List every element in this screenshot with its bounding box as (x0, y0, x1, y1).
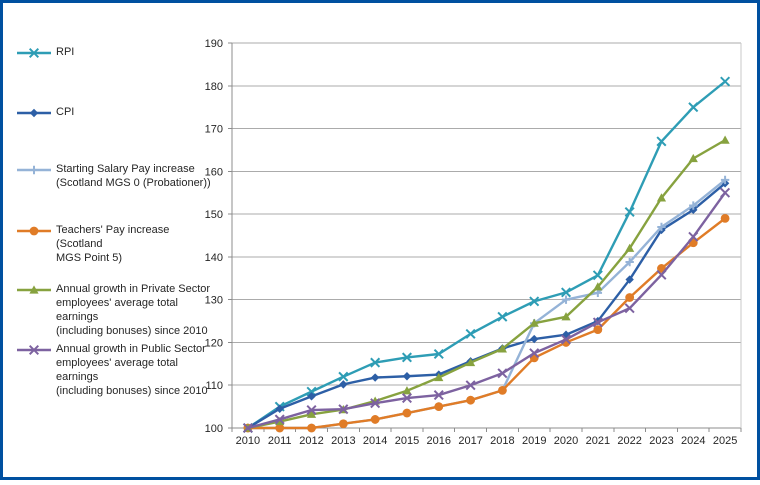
x-axis-tick-label: 2017 (458, 435, 482, 447)
starting-salary-marker-icon (17, 165, 51, 175)
x-axis-tick-label: 2014 (363, 435, 387, 447)
public-sector-marker-icon (17, 344, 51, 356)
x-axis-tick-label: 2010 (236, 435, 260, 447)
gridlines: 100 110 120 130 140 150 160 170 180 190 (205, 38, 742, 435)
legend-label: Starting Salary Pay increase (Scotland M… (56, 163, 211, 189)
x-axis-tick-label: 2016 (427, 435, 451, 447)
x-axis-tick-label: 2022 (617, 435, 641, 447)
legend-item-cpi: CPI (16, 105, 74, 120)
y-axis-tick-label: 150 (205, 209, 223, 221)
y-axis-tick-label: 130 (205, 295, 223, 307)
x-axis-tick-label: 2025 (713, 435, 737, 447)
x-axis: 2010 2011 2012 2013 2014 2015 2016 2017 2018 2019… (231, 428, 742, 447)
legend-item-rpi: RPI (16, 45, 74, 60)
cpi-marker-icon (17, 108, 51, 118)
y-axis-tick-label: 160 (205, 166, 223, 178)
x-axis-tick-label: 2021 (586, 435, 610, 447)
legend-label: Annual growth in Private Sector employee… (56, 283, 211, 337)
series-teachers-pay (243, 213, 730, 433)
y-axis-tick-label: 140 (205, 252, 223, 264)
series-private-sector (243, 135, 730, 432)
teachers-pay-marker-icon (17, 226, 51, 236)
legend-item-starting-salary: Starting Salary Pay increase (Scotland M… (16, 162, 211, 190)
x-axis-tick-label: 2018 (490, 435, 514, 447)
series-public-sector (242, 187, 731, 434)
legend-label: RPI (56, 46, 75, 58)
y-axis-tick-label: 180 (205, 81, 223, 93)
legend-label: CPI (56, 106, 75, 118)
chart-legend: RPI CPI Starting Salary Pay increase (Scot… (16, 0, 216, 480)
y-axis-tick-label: 170 (205, 124, 223, 136)
legend-label: Annual growth in Public Sector employees… (56, 343, 208, 397)
y-axis-tick-label: 190 (205, 38, 223, 50)
legend-item-private-sector: Annual growth in Private Sector employee… (16, 282, 216, 338)
x-axis-tick-label: 2023 (649, 435, 673, 447)
series-rpi (242, 76, 731, 434)
y-axis-tick-label: 100 (205, 423, 223, 435)
private-sector-marker-icon (17, 285, 51, 294)
y-axis-tick-label: 120 (205, 337, 223, 349)
legend-label: Teachers' Pay increase (Scotland MGS Poi… (56, 224, 170, 264)
legend-item-public-sector: Annual growth in Public Sector employees… (16, 342, 216, 398)
x-axis-tick-label: 2012 (299, 435, 323, 447)
x-axis-tick-label: 2019 (522, 435, 546, 447)
x-axis-tick-label: 2024 (681, 435, 705, 447)
x-axis-tick-label: 2020 (554, 435, 578, 447)
rpi-marker-icon (17, 47, 51, 59)
y-axis-tick-label: 110 (205, 380, 223, 392)
x-axis-tick-label: 2015 (395, 435, 419, 447)
x-axis-tick-label: 2011 (268, 435, 292, 447)
legend-item-teachers-pay: Teachers' Pay increase (Scotland MGS Poi… (16, 223, 216, 265)
x-axis-tick-label: 2013 (331, 435, 355, 447)
